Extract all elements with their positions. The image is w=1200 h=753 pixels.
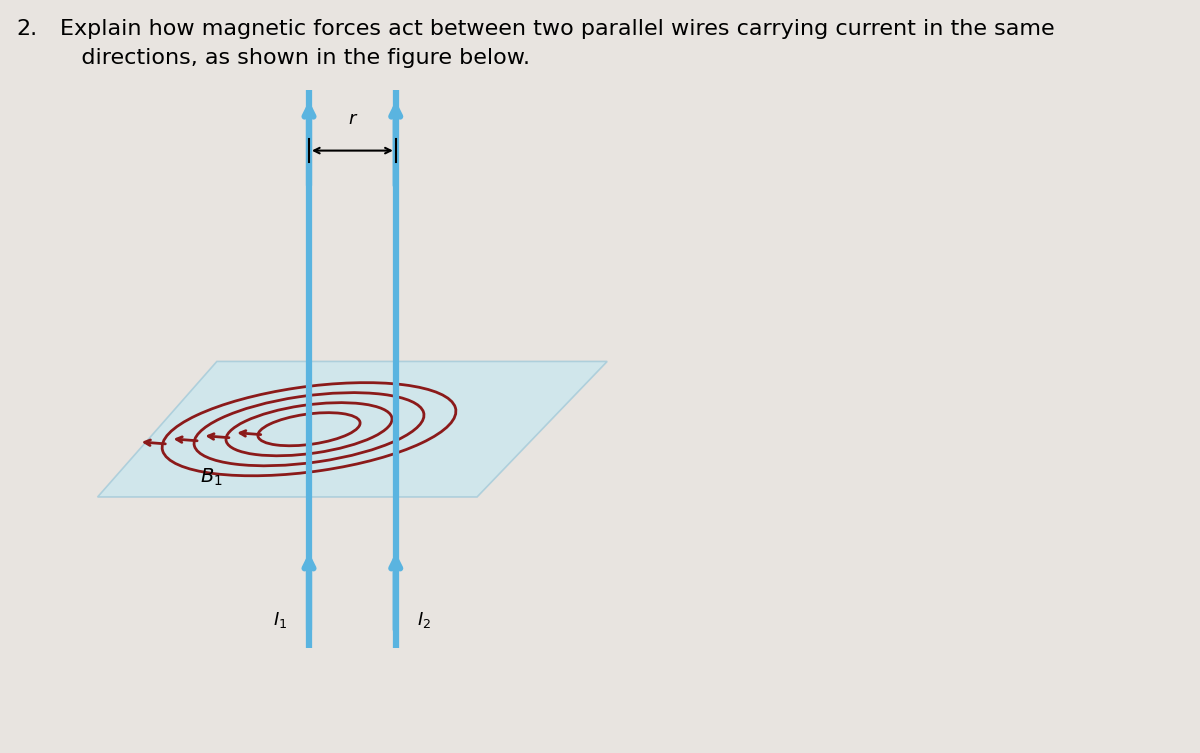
Text: Explain how magnetic forces act between two parallel wires carrying current in t: Explain how magnetic forces act between … <box>60 19 1055 69</box>
Text: 2.: 2. <box>17 19 37 39</box>
Text: r: r <box>349 110 356 128</box>
Text: $I_2$: $I_2$ <box>418 610 432 630</box>
Text: $I_1$: $I_1$ <box>274 610 287 630</box>
Text: $B_1$: $B_1$ <box>200 467 223 488</box>
Polygon shape <box>97 361 607 497</box>
